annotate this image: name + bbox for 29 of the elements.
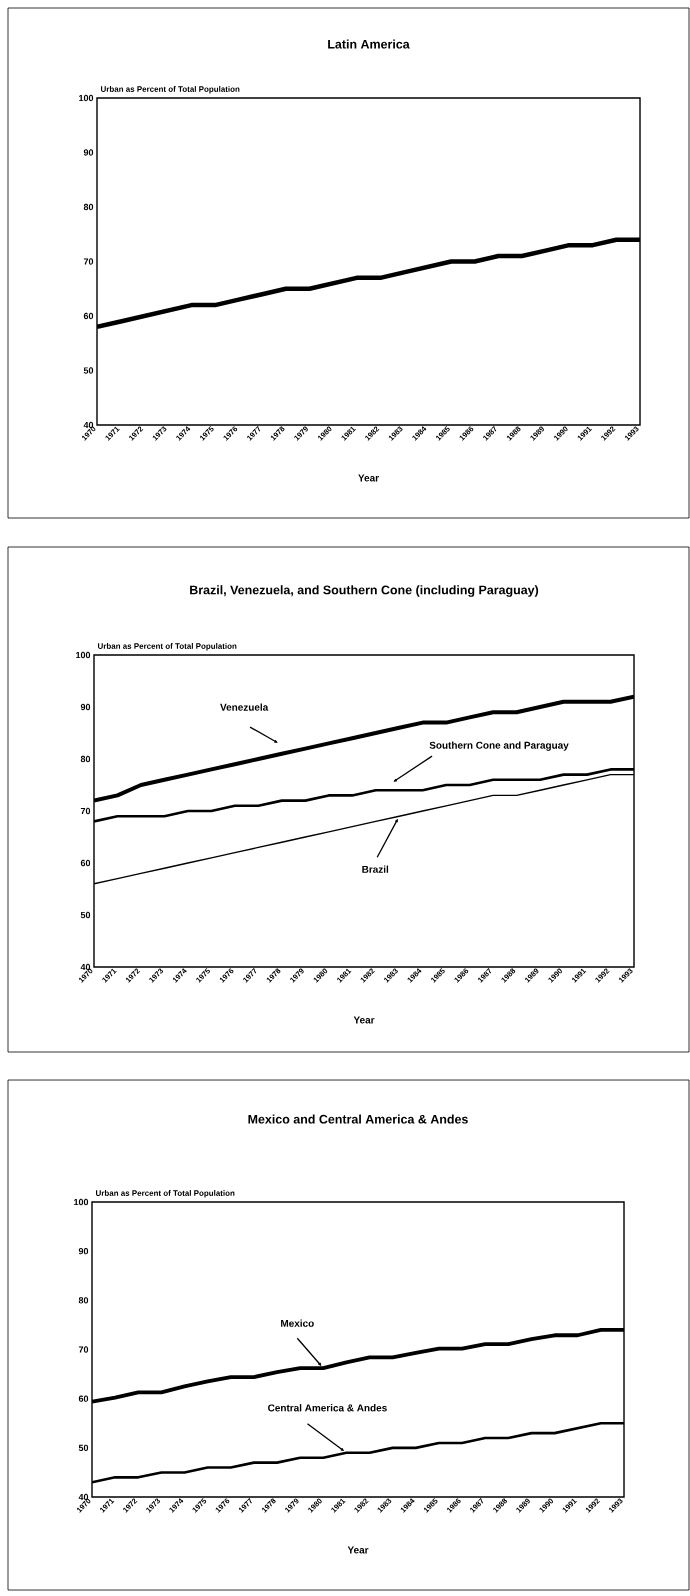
y-tick-label: 100 — [76, 651, 91, 659]
annotation: Central America & Andes — [268, 1404, 387, 1412]
x-axis-title: Year — [353, 1016, 375, 1024]
y-tick-label: 90 — [80, 703, 91, 711]
chart-title: Mexico and Central America & Andes — [248, 1114, 468, 1124]
y-tick-label: 50 — [78, 1444, 89, 1452]
annotation: Brazil — [362, 865, 389, 873]
chart-title: Latin America — [328, 39, 410, 49]
x-axis-title: Year — [347, 1546, 369, 1554]
annotation: Venezuela — [220, 703, 269, 711]
y-tick-label: 70 — [78, 1346, 89, 1353]
y-tick-label: 80 — [80, 755, 91, 763]
y-tick-label: 80 — [83, 203, 94, 211]
y-tick-label: 80 — [78, 1297, 89, 1304]
y-tick-label: 70 — [83, 258, 94, 265]
annotation: Mexico — [281, 1319, 314, 1327]
x-axis-title: Year — [358, 474, 379, 482]
annotation: Southern Cone and Paraguay — [429, 741, 569, 751]
y-tick-label: 90 — [78, 1248, 89, 1255]
y-tick-label: 100 — [79, 94, 94, 102]
y-tick-label: 60 — [80, 859, 91, 867]
y-tick-label: 70 — [80, 807, 91, 815]
chart-title: Brazil, Venezuela, and Southern Cone (including Paraguay) — [190, 585, 539, 597]
y-tick-label: 100 — [74, 1198, 89, 1206]
y-tick-label: 50 — [83, 367, 94, 374]
y-tick-label: 60 — [78, 1395, 89, 1402]
y-tick-label: 50 — [80, 911, 91, 919]
y-tick-label: 60 — [83, 312, 94, 320]
y-tick-label: 90 — [83, 149, 94, 156]
